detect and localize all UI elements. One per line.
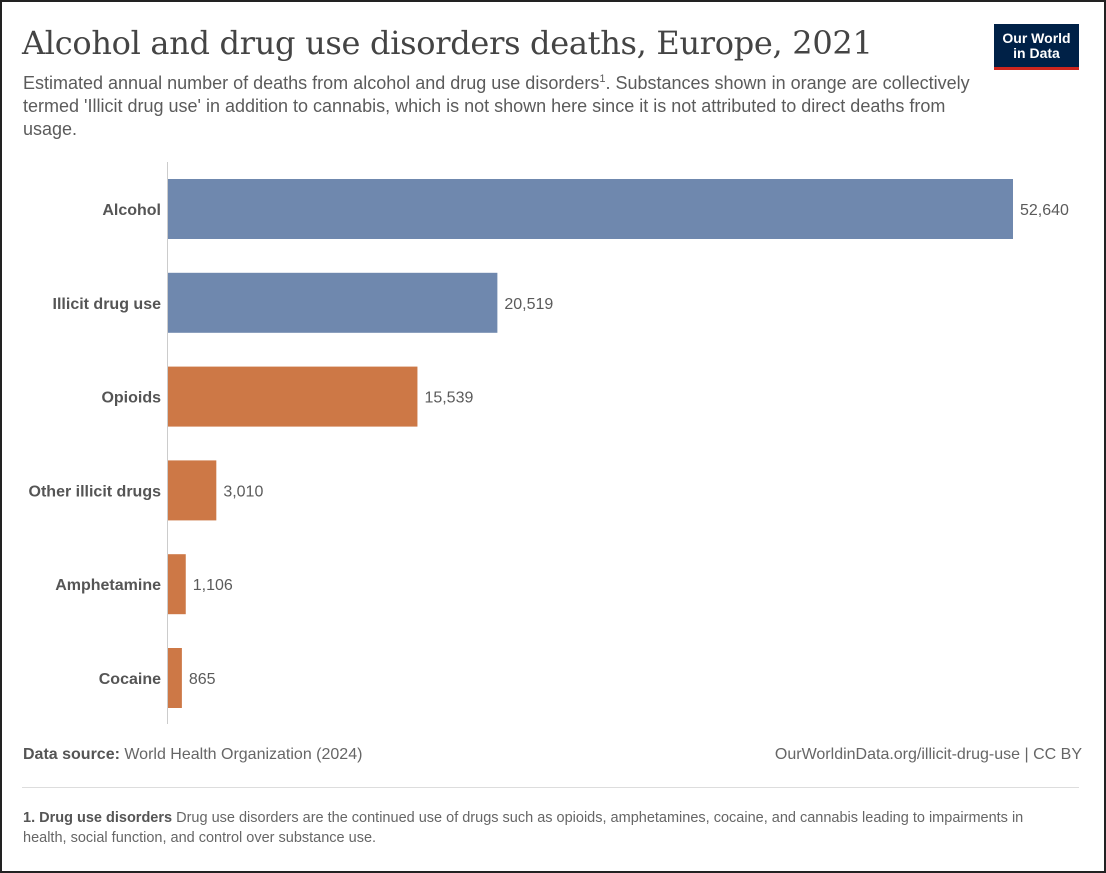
category-label: Opioids [101, 390, 161, 407]
logo-line-1: Our World [1002, 30, 1071, 46]
category-label: Other illicit drugs [29, 483, 162, 500]
value-label: 3,010 [223, 483, 263, 500]
source-url[interactable]: OurWorldinData.org/illicit-drug-use | CC… [774, 746, 1082, 763]
value-label: 1,106 [193, 577, 233, 594]
value-label: 20,519 [504, 296, 553, 313]
subtitle-text-2: . Substances shown in orange are collect… [23, 73, 970, 139]
bar-amphetamine[interactable] [168, 554, 186, 615]
bar-cocaine[interactable] [168, 648, 182, 708]
logo-line-2: in Data [1013, 45, 1060, 61]
bar-alcohol[interactable] [168, 179, 1013, 239]
category-label: Cocaine [99, 671, 161, 688]
footnote: 1. Drug use disorders Drug use disorders… [23, 808, 1063, 848]
data-source-label: Data source: [23, 746, 120, 763]
category-label: Alcohol [102, 202, 161, 219]
data-source: Data source: World Health Organization (… [23, 746, 362, 764]
footer-divider [22, 787, 1079, 788]
bar-illicit-drug-use[interactable] [168, 272, 498, 333]
subtitle-text-1: Estimated annual number of deaths from a… [23, 73, 600, 93]
value-label: 52,640 [1020, 202, 1069, 219]
category-label: Amphetamine [55, 577, 161, 594]
footnote-ref[interactable]: 1 [599, 73, 606, 85]
footnote-label: 1. Drug use disorders [23, 810, 173, 826]
footnote-text: Drug use disorders are the continued use… [23, 810, 1024, 846]
chart-subtitle: Estimated annual number of deaths from a… [23, 72, 983, 141]
chart-title: Alcohol and drug use disorders deaths, E… [22, 24, 873, 62]
data-source-text[interactable]: World Health Organization (2024) [119, 746, 363, 763]
bar-chart: Alcohol 52,640 Illicit drug use 20,519 Opioi… [29, 162, 1069, 724]
owid-logo[interactable]: Our World in Data [994, 24, 1079, 70]
value-label: 865 [189, 671, 216, 688]
bar-opioids[interactable] [168, 366, 418, 427]
category-label: Illicit drug use [53, 296, 162, 313]
value-label: 15,539 [424, 390, 473, 407]
bar-other-illicit-drugs[interactable] [168, 460, 217, 521]
